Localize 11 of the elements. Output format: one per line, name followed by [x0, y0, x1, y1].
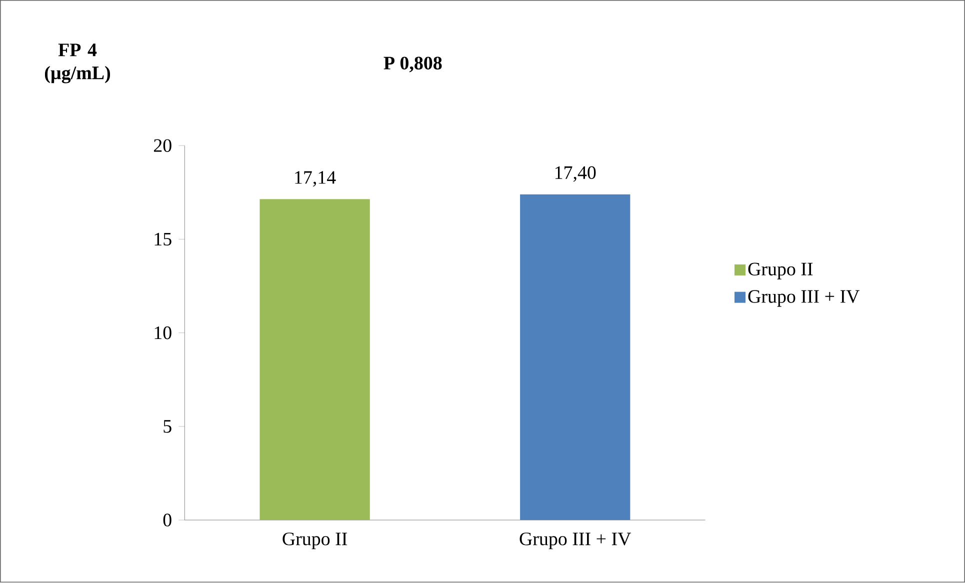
- legend-label: Grupo II: [748, 262, 813, 280]
- data-label: 17,40: [555, 166, 596, 182]
- y-tick-label: 0: [163, 514, 172, 527]
- y-tick-label: 10: [154, 326, 172, 340]
- y-axis-title: FP 4 (µg/mL): [44, 44, 110, 84]
- y-tick-label: 5: [164, 420, 172, 433]
- y-tick-label: 15: [154, 233, 172, 246]
- data-label: 17,14: [295, 171, 336, 187]
- chart-title: P 0,808: [384, 56, 442, 72]
- y-tick-label: 20: [154, 139, 172, 152]
- legend-label: Grupo III + IV: [748, 290, 860, 307]
